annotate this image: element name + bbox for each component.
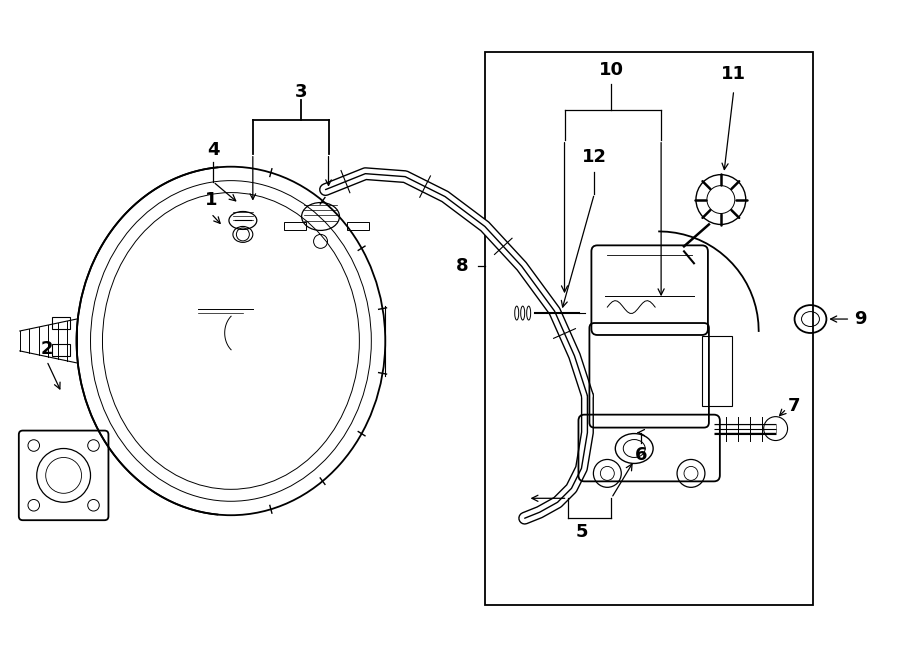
Bar (51, 344, 69, 356)
Text: 2: 2 (40, 340, 53, 358)
Text: 5: 5 (575, 523, 588, 541)
Text: 10: 10 (598, 61, 624, 79)
Text: 12: 12 (582, 147, 607, 166)
Bar (51, 317, 69, 329)
Bar (702, 336, 732, 406)
Text: 1: 1 (205, 190, 217, 209)
Text: 9: 9 (854, 310, 867, 328)
Text: 7: 7 (788, 397, 800, 414)
Text: 4: 4 (207, 141, 220, 159)
Bar (485, 52, 814, 605)
Bar (347, 223, 369, 231)
Text: 3: 3 (294, 83, 307, 101)
Text: 6: 6 (634, 446, 647, 465)
Bar (284, 223, 306, 231)
Text: 8: 8 (455, 257, 468, 275)
Text: 11: 11 (721, 65, 746, 83)
